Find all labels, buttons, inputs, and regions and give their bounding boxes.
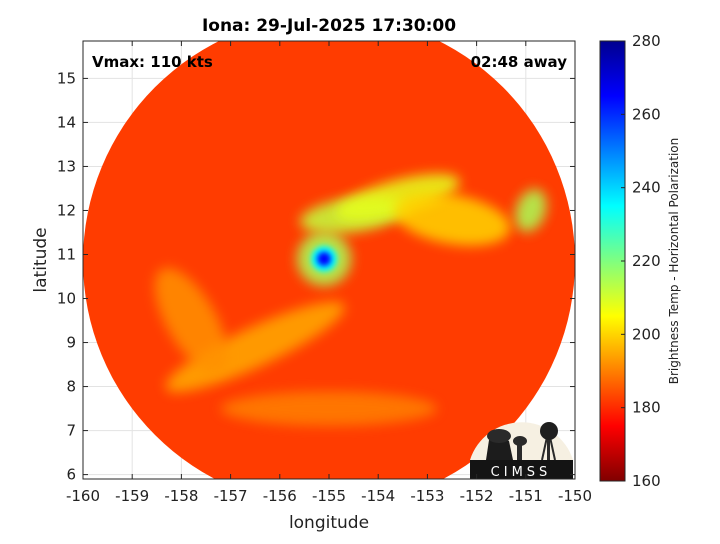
colorbar-tick-label: 160 [632, 472, 661, 490]
swath-features [154, 173, 547, 426]
x-tick-label: -152 [460, 487, 494, 505]
x-tick-label: -151 [509, 487, 543, 505]
swath-feature-southwest-band [154, 267, 228, 374]
x-tick-label: -159 [115, 487, 149, 505]
colorbar-ticks: 160 180 200 220 240 260 280 [621, 32, 661, 490]
colorbar-title: Brightness Temp - Horizontal Polarizatio… [667, 138, 681, 385]
plot-frame [82, 40, 576, 480]
x-tick-label: -160 [66, 487, 100, 505]
x-tick-label: -155 [312, 487, 346, 505]
y-tick-label: 14 [57, 113, 76, 131]
y-tick-label: 8 [66, 378, 76, 396]
eye [317, 251, 332, 266]
y-tick-label: 6 [66, 466, 76, 484]
y-tick-label: 7 [66, 422, 76, 440]
y-tick-label: 10 [57, 290, 76, 308]
colorbar-tick-label: 280 [632, 32, 661, 50]
colorbar-tick-label: 240 [632, 179, 661, 197]
y-tick-label: 12 [57, 201, 76, 219]
swath-feature-far-south-band [220, 391, 438, 426]
x-tick-label: -153 [410, 487, 444, 505]
cimss-logo-text: CIMSS [491, 465, 552, 480]
vmax-label: Vmax: 110 kts [92, 53, 213, 71]
x-tick-label: -154 [361, 487, 395, 505]
colorbar-gradient [599, 40, 626, 482]
chart-title: Iona: 29-Jul-2025 17:30:00 [202, 16, 456, 36]
colorbar-tick-label: 220 [632, 252, 661, 270]
cimss-logo: CIMSS [470, 422, 573, 480]
axis-ticks [82, 41, 576, 479]
x-tick-label: -158 [164, 487, 198, 505]
time-away-label: 02:48 away [471, 53, 568, 71]
y-axis-title: latitude [31, 227, 51, 292]
colorbar-tick-label: 260 [632, 105, 661, 123]
x-tick-labels: -160 -159 -158 -157 -156 -155 -154 -153 -152 -151… [66, 487, 592, 505]
x-tick-label: -157 [214, 487, 248, 505]
y-tick-label: 9 [66, 334, 76, 352]
colorbar-tick-label: 200 [632, 325, 661, 343]
swath-feature-east-band [393, 192, 511, 246]
y-tick-label: 11 [57, 245, 76, 263]
colorbar-tick-label: 180 [632, 399, 661, 417]
swath [83, 41, 575, 479]
colorbar: 160 180 200 220 240 260 280 Brightness Temp - … [599, 32, 681, 490]
y-tick-label: 13 [57, 157, 76, 175]
swath-feature-northeast-cell [514, 189, 547, 232]
y-tick-labels: 6 7 8 9 10 11 12 13 14 15 [57, 69, 76, 483]
x-tick-label: -156 [263, 487, 297, 505]
x-axis-title: longitude [289, 513, 369, 533]
swath-feature-north-band [335, 173, 460, 221]
y-tick-label: 15 [57, 69, 76, 87]
x-tick-label: -150 [558, 487, 592, 505]
